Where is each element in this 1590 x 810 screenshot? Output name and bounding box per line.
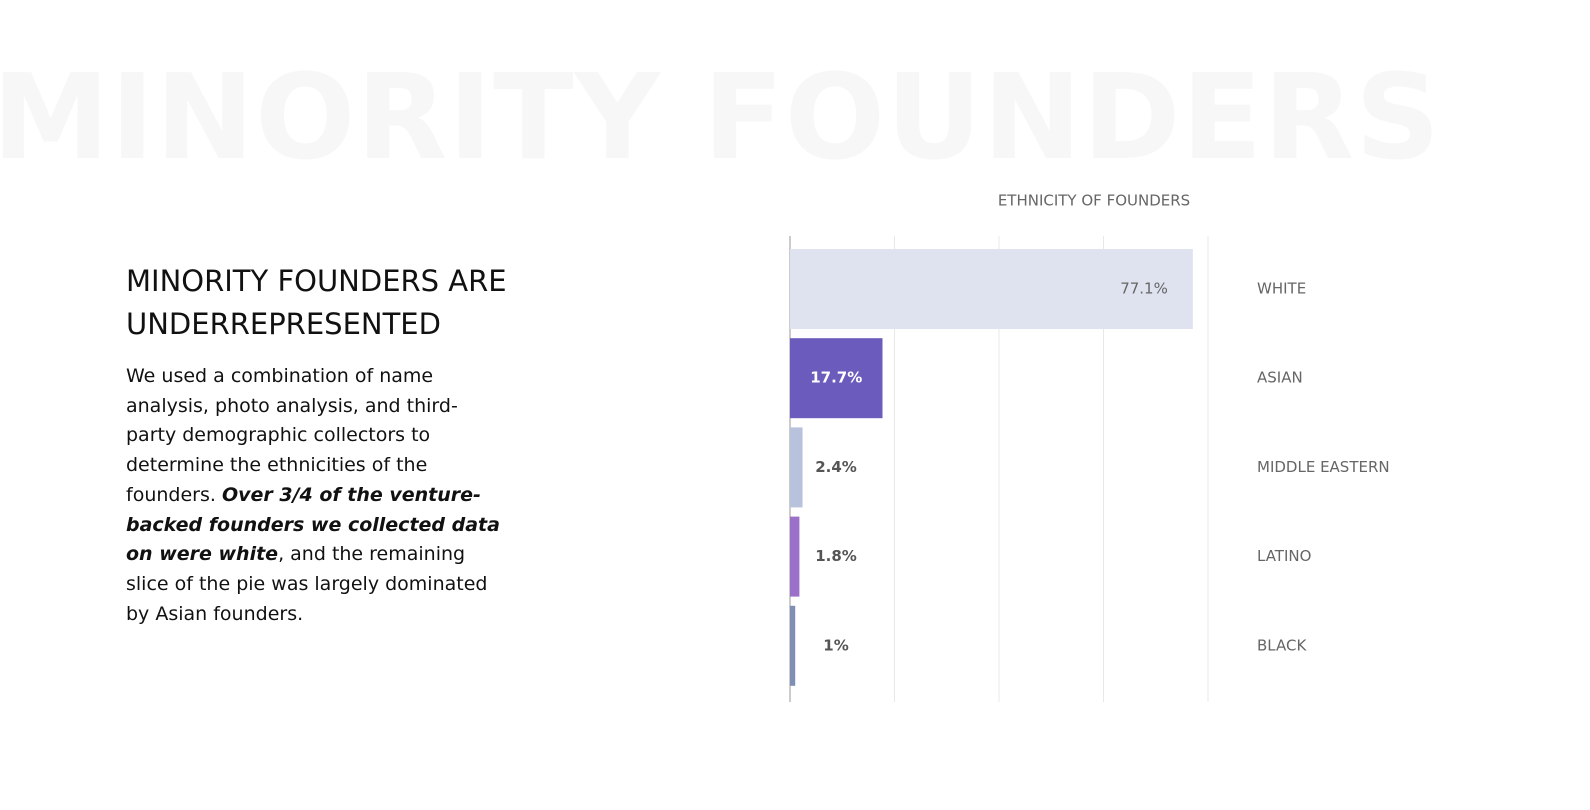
paragraph: We used a combination of name analysis, … bbox=[126, 362, 501, 629]
bar bbox=[790, 516, 800, 597]
bar bbox=[790, 605, 796, 686]
category-label: WHITE bbox=[1257, 280, 1306, 298]
category-label: ASIAN bbox=[1257, 369, 1303, 387]
bar bbox=[790, 427, 803, 508]
text: We used a combination of name analysis, … bbox=[126, 365, 458, 506]
heading: MINORITY FOUNDERS ARE UNDERREPRESENTED bbox=[126, 264, 507, 341]
background-title: MINORITY FOUNDERS bbox=[0, 48, 1442, 186]
emphasis-text: Over 3/4 of the venture-backed founders … bbox=[126, 483, 500, 566]
value-label: 77.1% bbox=[1120, 280, 1168, 298]
text: , and the remaining slice of the pie was… bbox=[126, 543, 488, 625]
category-label: BLACK bbox=[1257, 636, 1307, 654]
chart-title: ETHNICITY OF FOUNDERS bbox=[998, 192, 1190, 210]
value-label: 1.8% bbox=[815, 547, 857, 565]
value-label: 1% bbox=[823, 636, 848, 654]
category-label: MIDDLE EASTERN bbox=[1257, 458, 1390, 476]
bar bbox=[790, 338, 883, 419]
bar bbox=[790, 249, 1193, 329]
value-label: 17.7% bbox=[810, 369, 862, 387]
value-label: 2.4% bbox=[815, 458, 857, 476]
category-label: LATINO bbox=[1257, 547, 1311, 565]
